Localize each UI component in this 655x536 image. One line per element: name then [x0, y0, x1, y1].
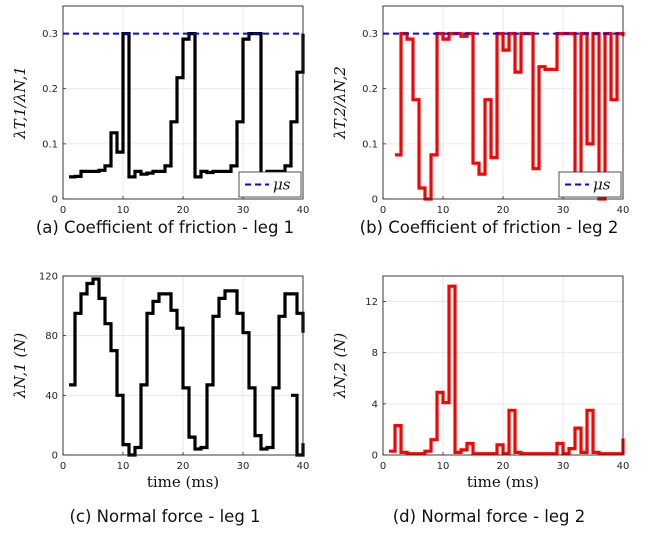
- x-tick-label: 30: [237, 461, 250, 472]
- legend-label: μs: [273, 176, 291, 194]
- y-tick-label: 120: [39, 272, 58, 283]
- y-axis-label: λN,1 (N): [11, 333, 29, 400]
- y-tick-label: 0.3: [42, 29, 58, 40]
- legend: μs: [238, 171, 302, 198]
- y-tick-label: 12: [365, 297, 378, 308]
- x-tick-label: 0: [380, 461, 386, 472]
- x-tick-label: 40: [617, 461, 630, 472]
- series-line-0: [69, 277, 305, 457]
- y-tick-label: 40: [45, 391, 58, 402]
- x-tick-label: 40: [617, 205, 630, 216]
- series-line-0: [395, 32, 625, 201]
- y-axis-label: λT,1/λN,1: [11, 66, 29, 140]
- y-tick-label: 0: [372, 451, 378, 462]
- x-axis-label: time (ms): [147, 473, 219, 491]
- x-tick-label: 20: [177, 461, 190, 472]
- x-tick-label: 20: [497, 205, 510, 216]
- caption-b: (b) Coefficient of friction - leg 2: [359, 218, 619, 237]
- x-axis-label: time (ms): [467, 473, 539, 491]
- caption-d: (d) Normal force - leg 2: [392, 507, 586, 526]
- chart-panel-c: 0 10 20 30 40 0 40 80 120 λN,1 (N) time (ms): [11, 272, 309, 492]
- y-tick-label: 0: [372, 195, 378, 206]
- x-tick-label: 0: [60, 205, 66, 216]
- y-tick-label: 80: [45, 331, 58, 342]
- y-tick-label: 0.1: [42, 139, 58, 150]
- y-tick-label: 8: [372, 348, 378, 359]
- chart-panel-a: 0 10 20 30 40 0 0.1 0.2 0.3 λT,1/λN,1 μs: [11, 5, 310, 216]
- x-tick-label: 20: [497, 461, 510, 472]
- caption-a: (a) Coefficient of friction - leg 1: [35, 218, 295, 237]
- legend-label: μs: [593, 176, 611, 194]
- x-tick-label: 0: [380, 205, 386, 216]
- x-tick-label: 0: [60, 461, 66, 472]
- x-tick-label: 10: [437, 205, 450, 216]
- chart-panel-d: 0 10 20 30 40 0 4 8 12 λN,2 (N) time (ms): [331, 275, 630, 491]
- y-axis-label: λT,2/λN,2: [331, 66, 349, 140]
- caption-c: (c) Normal force - leg 1: [69, 507, 261, 526]
- x-tick-label: 30: [557, 461, 570, 472]
- x-tick-label: 10: [117, 205, 130, 216]
- x-tick-label: 40: [297, 461, 310, 472]
- series-line-0: [389, 284, 625, 456]
- y-tick-label: 0.3: [362, 29, 378, 40]
- y-axis-label: λN,2 (N): [331, 333, 349, 400]
- legend: μs: [558, 171, 622, 198]
- y-tick-label: 4: [372, 399, 378, 410]
- y-tick-label: 0.2: [42, 84, 58, 95]
- x-tick-label: 10: [117, 461, 130, 472]
- x-tick-label: 30: [557, 205, 570, 216]
- y-tick-label: 0: [52, 451, 58, 462]
- y-tick-label: 0.2: [362, 84, 378, 95]
- chart-panel-b: 0 10 20 30 40 0 0.1 0.2 0.3 λT,2/λN,2 μs: [331, 5, 630, 216]
- x-tick-label: 10: [437, 461, 450, 472]
- x-tick-label: 40: [297, 205, 310, 216]
- x-tick-label: 20: [177, 205, 190, 216]
- x-tick-label: 30: [237, 205, 250, 216]
- y-tick-label: 0: [52, 195, 58, 206]
- y-tick-label: 0.1: [362, 139, 378, 150]
